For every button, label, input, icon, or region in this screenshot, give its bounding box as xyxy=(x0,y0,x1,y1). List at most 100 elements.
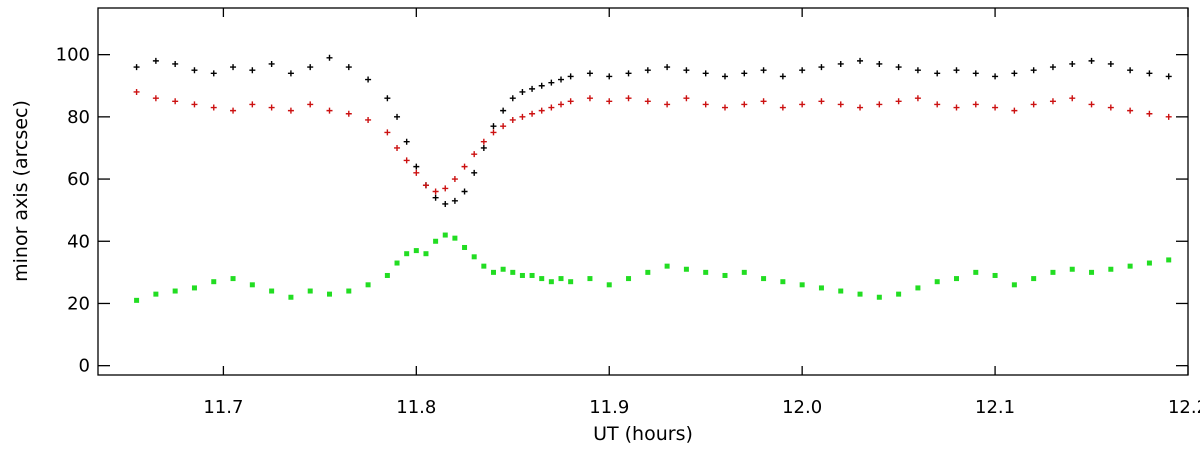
data-point xyxy=(857,104,864,111)
data-point xyxy=(345,64,352,71)
data-point xyxy=(287,70,294,77)
data-point xyxy=(1050,269,1056,275)
data-point xyxy=(519,272,525,278)
data-point xyxy=(307,101,314,108)
data-point xyxy=(326,54,333,61)
data-point xyxy=(876,294,882,300)
data-point xyxy=(606,73,613,80)
data-point xyxy=(721,104,728,111)
data-point xyxy=(442,200,449,207)
data-point xyxy=(384,272,390,278)
data-point xyxy=(558,101,565,108)
data-point xyxy=(134,297,140,303)
y-tick-label: 20 xyxy=(67,293,90,314)
data-point xyxy=(567,73,574,80)
data-point xyxy=(1069,266,1075,272)
data-point xyxy=(644,67,651,74)
data-point xyxy=(452,235,458,241)
x-tick-label: 12.0 xyxy=(782,397,822,418)
data-point xyxy=(529,272,535,278)
data-point xyxy=(683,67,690,74)
data-point xyxy=(327,291,333,297)
x-tick-label: 11.9 xyxy=(589,397,629,418)
data-point xyxy=(191,285,197,291)
data-point xyxy=(509,116,516,123)
data-point xyxy=(1127,263,1133,269)
data-point xyxy=(1011,282,1017,288)
data-point xyxy=(625,70,632,77)
data-point xyxy=(818,98,825,105)
data-point xyxy=(1127,107,1134,114)
data-point xyxy=(413,163,420,170)
data-point xyxy=(490,269,496,275)
data-point xyxy=(326,107,333,114)
x-tick-label: 12.1 xyxy=(975,397,1015,418)
data-point xyxy=(269,288,275,294)
data-point xyxy=(461,188,468,195)
data-point xyxy=(1088,57,1095,64)
data-point xyxy=(1049,98,1056,105)
data-point xyxy=(1011,107,1018,114)
data-point xyxy=(1049,64,1056,71)
data-point xyxy=(307,288,313,294)
series-1 xyxy=(133,54,1172,207)
data-point xyxy=(760,67,767,74)
data-point xyxy=(799,67,806,74)
data-point xyxy=(1011,70,1018,77)
data-point xyxy=(895,64,902,71)
data-point xyxy=(1088,101,1095,108)
data-point xyxy=(722,272,728,278)
data-point xyxy=(760,98,767,105)
data-point xyxy=(529,110,536,117)
data-point xyxy=(249,67,256,74)
data-point xyxy=(442,185,449,192)
data-point xyxy=(1108,266,1114,272)
data-point xyxy=(972,101,979,108)
data-point xyxy=(664,64,671,71)
data-point xyxy=(394,113,401,120)
data-point xyxy=(972,70,979,77)
data-point xyxy=(152,57,159,64)
data-point xyxy=(268,104,275,111)
data-point xyxy=(153,291,159,297)
data-point xyxy=(683,266,689,272)
data-point xyxy=(914,95,921,102)
data-point xyxy=(287,107,294,114)
data-point xyxy=(413,169,420,176)
data-point xyxy=(548,279,554,285)
data-point xyxy=(268,60,275,67)
y-axis-title: minor axis (arcsec) xyxy=(10,100,32,282)
data-point xyxy=(915,285,921,291)
data-point xyxy=(953,104,960,111)
data-point xyxy=(664,101,671,108)
data-point xyxy=(394,144,401,151)
data-point xyxy=(403,157,410,164)
data-point xyxy=(510,269,516,275)
data-point xyxy=(191,67,198,74)
data-point xyxy=(568,279,574,285)
data-point xyxy=(1165,73,1172,80)
data-point xyxy=(210,104,217,111)
data-point xyxy=(645,269,651,275)
data-point xyxy=(451,176,458,183)
x-tick-label: 11.8 xyxy=(396,397,436,418)
data-point xyxy=(664,263,670,269)
data-point xyxy=(625,95,632,102)
data-point xyxy=(702,70,709,77)
data-point xyxy=(461,163,468,170)
data-point xyxy=(539,276,545,282)
data-point xyxy=(288,294,294,300)
data-point xyxy=(973,269,979,275)
data-point xyxy=(876,60,883,67)
y-tick-label: 100 xyxy=(56,45,90,66)
data-point xyxy=(462,244,468,250)
data-point xyxy=(191,101,198,108)
data-point xyxy=(1031,276,1037,282)
data-point xyxy=(683,95,690,102)
data-point xyxy=(606,98,613,105)
data-point xyxy=(702,101,709,108)
data-point xyxy=(703,269,709,275)
data-point xyxy=(934,70,941,77)
data-point xyxy=(529,85,536,92)
